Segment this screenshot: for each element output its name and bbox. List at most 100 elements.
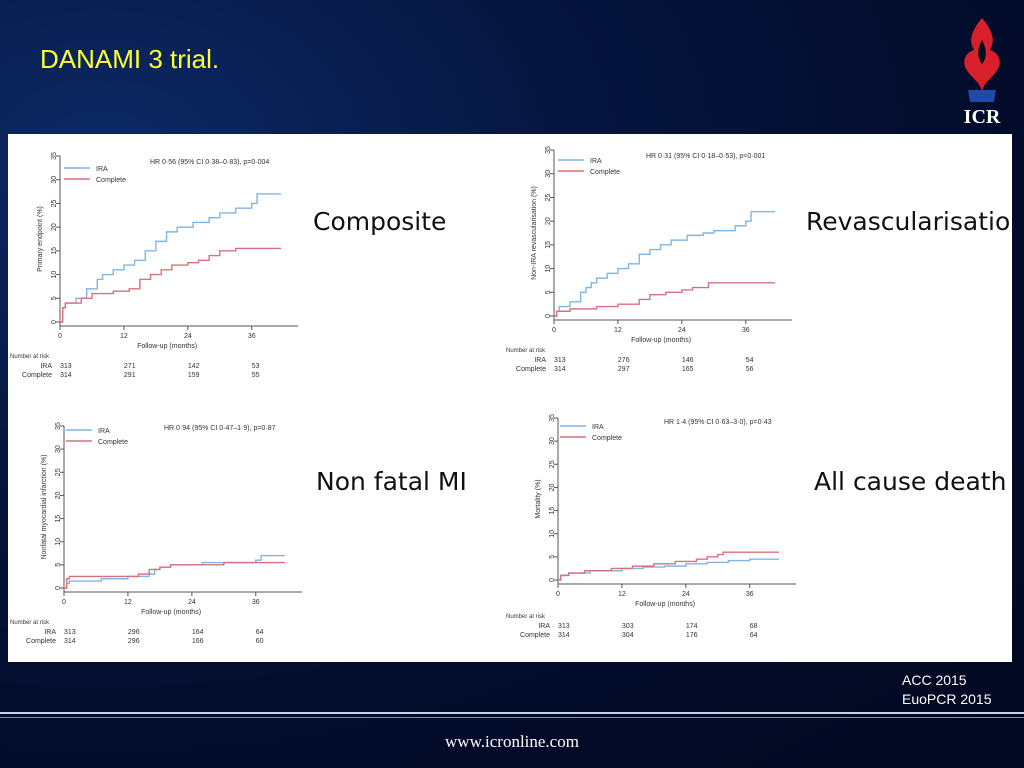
risk-value: 313 <box>64 629 76 636</box>
y-tick-label: 25 <box>545 193 552 201</box>
risk-value: 314 <box>60 372 72 379</box>
risk-value: 174 <box>686 623 698 630</box>
x-tick-label: 24 <box>184 333 192 340</box>
ira-curve <box>60 193 282 323</box>
x-tick-label: 0 <box>552 327 556 334</box>
x-tick-label: 12 <box>120 333 128 340</box>
risk-value: 68 <box>750 623 758 630</box>
y-tick-label: 30 <box>545 170 552 178</box>
y-tick-label: 25 <box>51 199 58 207</box>
x-axis-label: Follow-up (months) <box>137 343 197 350</box>
x-tick-label: 24 <box>682 591 690 598</box>
y-tick-label: 15 <box>545 241 552 249</box>
y-tick-label: 10 <box>55 538 62 546</box>
panel-label: Composite <box>313 207 446 236</box>
y-tick-label: 10 <box>51 271 58 279</box>
risk-row-label: Complete <box>22 372 52 379</box>
risk-value: 164 <box>192 629 204 636</box>
x-tick-label: 36 <box>248 333 256 340</box>
legend-label: Complete <box>592 435 622 442</box>
y-tick-label: 0 <box>51 320 58 324</box>
risk-value: 313 <box>554 357 566 364</box>
risk-value: 142 <box>188 363 200 370</box>
y-axis-label: Primary endpoint (%) <box>37 206 44 272</box>
y-tick-label: 10 <box>549 530 556 538</box>
y-tick-label: 0 <box>55 586 62 590</box>
hazard-ratio-text: HR 0·94 (95% CI 0·47–1·9), p=0·87 <box>164 425 276 432</box>
y-tick-label: 10 <box>545 265 552 273</box>
x-axis-label: Follow-up (months) <box>141 609 201 616</box>
footer-divider-thin <box>0 717 1024 718</box>
risk-value: 303 <box>622 623 634 630</box>
risk-value: 296 <box>128 638 140 645</box>
complete-curve <box>558 551 780 581</box>
risk-row-label: IRA <box>40 363 52 370</box>
y-tick-label: 0 <box>545 314 552 318</box>
y-axis-label: Nonfatal myocardial infarction (%) <box>41 454 48 559</box>
x-tick-label: 36 <box>742 327 750 334</box>
y-tick-label: 5 <box>55 563 62 567</box>
y-tick-label: 15 <box>549 507 556 515</box>
legend-label: IRA <box>590 158 602 165</box>
risk-value: 296 <box>128 629 140 636</box>
y-tick-label: 30 <box>549 437 556 445</box>
risk-value: 313 <box>60 363 72 370</box>
ira-curve <box>64 554 286 589</box>
risk-row-label: IRA <box>44 629 56 636</box>
risk-value: 291 <box>124 372 136 379</box>
panel-label: All cause death <box>814 467 1006 496</box>
hazard-ratio-text: HR 0·56 (95% CI 0·38–0·83), p=0·004 <box>150 159 269 166</box>
y-tick-label: 35 <box>55 422 62 430</box>
y-tick-label: 0 <box>549 578 556 582</box>
risk-value: 159 <box>188 372 200 379</box>
y-tick-label: 15 <box>51 247 58 255</box>
x-tick-label: 24 <box>188 599 196 606</box>
complete-curve <box>60 247 282 323</box>
risk-row-label: Complete <box>520 632 550 639</box>
legend-label: IRA <box>98 428 110 435</box>
panel-label: Revascularisation <box>806 207 1012 236</box>
y-tick-label: 5 <box>549 555 556 559</box>
legend-label: Complete <box>98 439 128 446</box>
risk-value: 314 <box>554 366 566 373</box>
risk-row-label: Complete <box>26 638 56 645</box>
conference-acc: ACC 2015 <box>902 672 967 688</box>
legend-label: IRA <box>592 424 604 431</box>
x-tick-label: 36 <box>252 599 260 606</box>
risk-value: 60 <box>256 638 264 645</box>
heart-flame-icon <box>964 18 1000 102</box>
y-tick-label: 35 <box>549 414 556 422</box>
risk-table-header: Number at risk <box>10 354 50 360</box>
y-tick-label: 5 <box>51 296 58 300</box>
risk-value: 313 <box>558 623 570 630</box>
panel-label: Non fatal MI <box>316 467 467 496</box>
risk-row-label: IRA <box>538 623 550 630</box>
x-tick-label: 0 <box>58 333 62 340</box>
risk-value: 276 <box>618 357 630 364</box>
x-axis-label: Follow-up (months) <box>635 601 695 608</box>
risk-value: 56 <box>746 366 754 373</box>
conference-list: ACC 2015 EuoPCR 2015 <box>902 671 992 709</box>
complete-curve <box>554 282 776 317</box>
risk-table-header: Number at risk <box>506 348 546 354</box>
x-tick-label: 0 <box>62 599 66 606</box>
risk-value: 146 <box>682 357 694 364</box>
x-tick-label: 12 <box>614 327 622 334</box>
y-tick-label: 30 <box>51 176 58 184</box>
y-axis-label: Mortality (%) <box>535 479 542 518</box>
y-tick-label: 15 <box>55 515 62 523</box>
risk-value: 165 <box>682 366 694 373</box>
footer-divider <box>0 712 1024 714</box>
y-tick-label: 20 <box>51 223 58 231</box>
risk-value: 64 <box>750 632 758 639</box>
y-tick-label: 20 <box>55 491 62 499</box>
risk-value: 304 <box>622 632 634 639</box>
y-tick-label: 35 <box>545 146 552 154</box>
risk-value: 271 <box>124 363 136 370</box>
x-tick-label: 12 <box>124 599 132 606</box>
ira-curve <box>558 558 780 581</box>
y-tick-label: 35 <box>51 152 58 160</box>
risk-value: 53 <box>252 363 260 370</box>
y-tick-label: 30 <box>55 445 62 453</box>
